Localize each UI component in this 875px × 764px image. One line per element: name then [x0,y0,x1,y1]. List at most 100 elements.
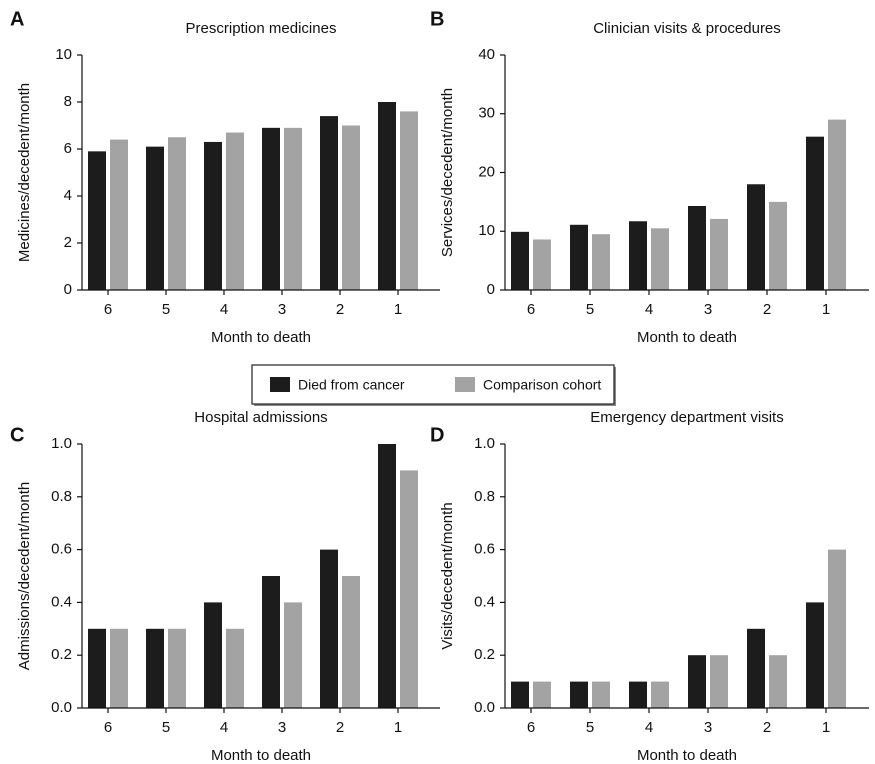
panel-label: C [10,424,24,446]
x-tick-label: 3 [704,719,712,736]
bar [747,184,765,290]
y-axis-label: Services/decedent/month [439,88,456,257]
bar [651,228,669,290]
bar [320,116,338,290]
y-tick-label: 0.2 [474,646,495,663]
bar [828,119,846,290]
bar [828,549,846,708]
y-tick-label: 8 [64,93,72,110]
x-tick-label: 5 [162,719,170,736]
bar [511,681,529,708]
x-tick-label: 1 [822,719,830,736]
y-tick-label: 0.8 [474,488,495,505]
bar [204,602,222,708]
panel-label: B [430,8,444,30]
x-tick-label: 2 [763,719,771,736]
y-tick-label: 0.0 [474,699,495,716]
y-tick-label: 0.4 [51,593,72,610]
x-tick-label: 6 [104,719,112,736]
x-tick-label: 4 [220,301,228,318]
bar [511,231,529,290]
y-tick-label: 0.6 [51,541,72,558]
y-tick-label: 40 [478,46,495,63]
bar [284,602,302,708]
bar [204,141,222,290]
bar [146,146,164,290]
y-tick-label: 0.2 [51,646,72,663]
y-tick-label: 20 [478,163,495,180]
x-tick-label: 6 [104,301,112,318]
bar [570,224,588,290]
bar [592,681,610,708]
panel-label: D [430,424,444,446]
bar [806,602,824,708]
x-axis-label: Month to death [211,329,311,346]
x-tick-label: 5 [586,719,594,736]
bar [592,234,610,290]
chart-title: Emergency department visits [590,409,783,426]
x-tick-label: 1 [394,301,402,318]
bar [88,151,106,290]
x-tick-label: 4 [220,719,228,736]
y-axis-label: Admissions/decedent/month [16,482,33,670]
bar [88,628,106,708]
bar [769,655,787,708]
x-tick-label: 3 [278,719,286,736]
bar [533,239,551,290]
x-tick-label: 1 [822,301,830,318]
bar [284,127,302,290]
x-tick-label: 5 [162,301,170,318]
bar [342,125,360,290]
bar [378,102,396,290]
x-tick-label: 6 [527,301,535,318]
bar [378,444,396,708]
bar [629,221,647,290]
bar [168,628,186,708]
bar [226,628,244,708]
bar [533,681,551,708]
chart-title: Prescription medicines [186,20,337,37]
bar [400,111,418,291]
y-axis-label: Medicines/decedent/month [16,83,33,262]
x-axis-label: Month to death [637,747,737,764]
bar [226,132,244,290]
bar [110,628,128,708]
bar [651,681,669,708]
bar [570,681,588,708]
x-tick-label: 5 [586,301,594,318]
y-tick-label: 0.0 [51,699,72,716]
y-tick-label: 30 [478,105,495,122]
bar [747,628,765,708]
y-tick-label: 10 [478,222,495,239]
bar [262,127,280,290]
x-tick-label: 1 [394,719,402,736]
chart-title: Hospital admissions [194,409,327,426]
x-tick-label: 2 [336,719,344,736]
bar [629,681,647,708]
legend-box [251,364,615,405]
bar [400,470,418,708]
x-tick-label: 6 [527,719,535,736]
y-tick-label: 0 [64,281,72,298]
y-tick-label: 6 [64,140,72,157]
x-tick-label: 3 [278,301,286,318]
bar [688,655,706,708]
bar [688,205,706,290]
bar [342,576,360,708]
x-tick-label: 3 [704,301,712,318]
legend-label: Died from cancer [298,377,405,393]
bar [146,628,164,708]
x-axis-label: Month to death [637,329,737,346]
bar [110,139,128,290]
bar [320,549,338,708]
y-tick-label: 0 [487,281,495,298]
legend-swatch [455,377,475,392]
x-tick-label: 4 [645,301,653,318]
y-tick-label: 0.8 [51,488,72,505]
chart-title: Clinician visits & procedures [593,20,781,37]
y-axis-label: Visits/decedent/month [439,502,456,649]
y-tick-label: 0.4 [474,593,495,610]
x-tick-label: 4 [645,719,653,736]
bar [806,136,824,290]
